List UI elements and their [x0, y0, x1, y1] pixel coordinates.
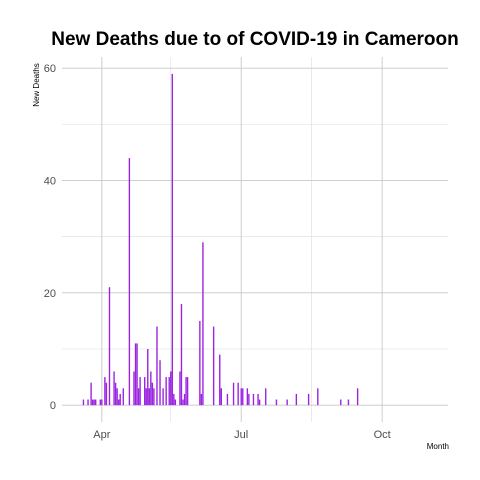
bar	[173, 393, 175, 406]
bar	[356, 388, 359, 406]
bar	[101, 399, 103, 406]
bar	[116, 388, 118, 406]
chart-title: New Deaths due to of COVID-19 in Cameroo…	[51, 29, 459, 50]
bar	[200, 393, 203, 406]
y-axis-ticks: 0 20 40 60	[44, 63, 56, 412]
bar	[136, 343, 138, 406]
bar	[93, 399, 95, 406]
bar	[133, 371, 135, 406]
bar	[139, 377, 141, 406]
bar	[151, 382, 154, 406]
bar	[159, 360, 161, 406]
bar	[242, 388, 244, 406]
bar	[307, 393, 310, 406]
x-axis-ticks: Apr Jul Oct	[93, 429, 390, 441]
y-tick-label: 60	[44, 63, 56, 75]
bar	[258, 399, 261, 406]
bar	[128, 158, 131, 406]
x-tick-label: Apr	[93, 429, 110, 441]
y-tick-label: 0	[50, 400, 56, 412]
bar	[156, 326, 158, 406]
bar	[148, 388, 150, 406]
bar	[212, 326, 215, 406]
bar-series	[82, 73, 359, 406]
bar	[257, 393, 259, 406]
bar	[99, 399, 101, 406]
bar	[232, 382, 235, 406]
bar	[117, 399, 120, 406]
bar	[185, 377, 187, 406]
grid-lines	[62, 57, 448, 422]
bar	[119, 393, 121, 406]
x-tick-label: Jul	[234, 429, 248, 441]
bar	[162, 388, 164, 406]
bar	[275, 399, 278, 406]
bar	[219, 354, 221, 406]
bar	[114, 382, 117, 406]
bar	[179, 371, 181, 406]
bar	[317, 388, 319, 406]
bar	[144, 377, 146, 406]
bar	[252, 393, 255, 406]
x-tick-label: Oct	[374, 429, 391, 441]
bar	[248, 393, 250, 406]
bar	[165, 377, 167, 406]
bar	[340, 399, 342, 406]
bar	[220, 388, 222, 406]
bar	[150, 371, 152, 406]
bar	[108, 287, 111, 406]
bar	[286, 399, 288, 406]
bar	[145, 388, 147, 406]
bar	[168, 377, 170, 406]
y-tick-label: 40	[44, 176, 56, 188]
bar	[105, 382, 108, 406]
bar	[137, 388, 140, 406]
bar	[202, 242, 204, 406]
bar	[347, 399, 350, 406]
bar	[186, 377, 189, 406]
bar	[183, 393, 186, 406]
bar	[199, 320, 201, 406]
bar	[182, 399, 184, 406]
bar	[226, 393, 229, 406]
bar	[87, 399, 89, 406]
bar	[82, 399, 85, 406]
bar	[90, 382, 92, 406]
bar	[113, 371, 115, 406]
bar	[95, 399, 97, 406]
bar	[295, 393, 298, 406]
bar	[246, 388, 249, 406]
bar	[153, 388, 155, 406]
bar	[134, 343, 137, 406]
bar	[147, 349, 149, 406]
bar	[180, 304, 183, 406]
bar	[171, 73, 173, 406]
bar	[237, 382, 239, 406]
bar	[265, 388, 267, 406]
y-axis-title: New Deaths	[32, 63, 41, 107]
bar	[170, 371, 172, 406]
y-tick-label: 20	[44, 288, 56, 300]
x-axis-title: Month	[427, 442, 449, 451]
bar	[122, 388, 124, 406]
bar	[104, 377, 106, 406]
bar	[174, 399, 177, 406]
bar	[91, 399, 94, 406]
bar	[240, 388, 242, 406]
